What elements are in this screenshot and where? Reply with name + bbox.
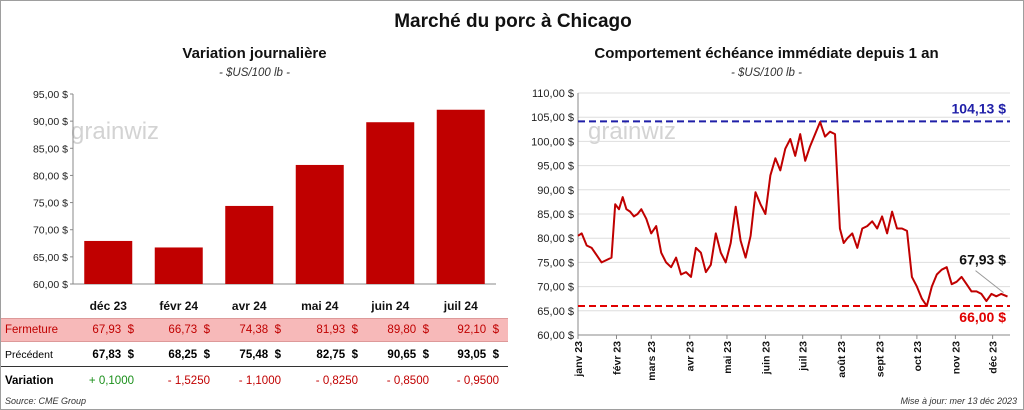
table-cell: 90,65 $ [387,349,429,361]
table-cell: 75,48 $ [239,349,281,361]
table-cell: 93,05 $ [457,349,499,361]
x-tick-label: sept 23 [875,341,887,377]
x-tick-label: janv 23 [573,341,585,378]
bar [84,240,133,284]
annotation-leader [975,270,1004,294]
y-tick-label: 85,00 $ [537,209,574,221]
y-tick-label: 85,00 $ [33,143,68,155]
table-cell: - 1,1000 [238,375,281,387]
table-cell: + 0,1000 [88,375,134,387]
bar [366,122,415,284]
y-tick-label: 75,00 $ [33,198,68,210]
y-tick-label: 95,00 $ [33,89,68,101]
table-row: Précédent 67,83 $ 68,25 $ 75,48 $ 82,75 $ 90,… [1,344,508,367]
table-cell: 68,25 $ [168,349,210,361]
x-tick-label: juin 23 [760,341,772,375]
line-chart: grainwiz 60,00 $ 65,00 $ 70,00 $ 75,00 $ 80,… [531,88,1010,381]
bar-chart: grainwiz 60,00 $ 65,00 $ 70,00 $ 75,00 $ 80,… [33,89,496,313]
x-tick-label: févr 23 [611,341,623,375]
right-panel-subtitle: - $US/100 lb - [731,67,802,79]
bar [225,205,274,284]
table-cell: 67,93 $ [92,324,134,336]
right-panel-title: Comportement échéance immédiate depuis 1… [594,45,939,62]
x-tick-label: juil 24 [443,299,478,313]
x-tick-label: déc 23 [988,341,1000,374]
y-tick-label: 70,00 $ [33,225,68,237]
table-cell: 81,93 $ [316,324,358,336]
y-tick-label: 80,00 $ [33,170,68,182]
x-tick-label: août 23 [836,341,848,378]
y-tick-label: 70,00 $ [537,282,574,294]
update-note: Mise à jour: mer 13 déc 2023 [900,396,1017,406]
x-tick-label: mai 23 [722,341,734,374]
table-row: Fermeture 67,93 $ 66,73 $ 74,38 $ 81,93 $ 89,… [1,318,508,342]
table-cell: 82,75 $ [316,349,358,361]
x-tick-label: nov 23 [950,341,962,374]
y-tick-label: 100,00 $ [531,136,574,148]
row-label: Variation [5,375,54,387]
table-cell: - 0,9500 [456,375,499,387]
table-cell: - 0,8250 [315,375,358,387]
y-tick-label: 80,00 $ [537,233,574,245]
y-tick-label: 90,00 $ [33,116,68,128]
table-cell: 89,80 $ [387,324,429,336]
table-cell: 74,38 $ [239,324,281,336]
source-note: Source: CME Group [5,396,87,406]
y-tick-label: 65,00 $ [33,252,68,264]
y-tick-label: 65,00 $ [537,306,574,318]
y-tick-label: 95,00 $ [537,161,574,173]
x-tick-label: déc 23 [90,299,128,313]
y-tick-label: 60,00 $ [33,279,68,291]
y-tick-label: 110,00 $ [532,88,574,100]
annotation-high: 104,13 $ [952,100,1007,116]
bar [295,164,344,284]
futures-table: Fermeture 67,93 $ 66,73 $ 74,38 $ 81,93 $ 89,… [1,315,508,393]
row-label: Précédent [5,349,53,361]
y-tick-label: 60,00 $ [537,330,574,342]
annotation-low: 66,00 $ [959,309,1006,325]
y-tick-label: 90,00 $ [537,185,574,197]
row-label: Fermeture [5,324,59,336]
left-panel-title: Variation journalière [182,45,327,62]
table-cell: 67,83 $ [92,349,134,361]
x-tick-label: oct 23 [912,341,924,372]
table-cell: 92,10 $ [457,324,499,336]
x-tick-label: févr 24 [159,299,198,313]
x-tick-label: avr 23 [685,341,697,372]
watermark: grainwiz [71,118,159,145]
series-line [577,121,1008,307]
x-tick-label: mai 24 [301,299,339,313]
x-tick-label: juil 23 [798,341,810,372]
table-cell: 66,73 $ [168,324,210,336]
bar [436,109,485,284]
table-row: Variation + 0,1000 - 1,5250 - 1,1000 - 0,825… [1,370,508,392]
y-tick-label: 105,00 $ [531,112,574,124]
annotation-last: 67,93 $ [959,252,1006,268]
x-tick-label: mars 23 [646,341,658,381]
watermark: grainwiz [588,118,676,145]
x-tick-label: avr 24 [232,299,267,313]
left-panel-subtitle: - $US/100 lb - [219,67,290,79]
table-cell: - 1,5250 [167,375,210,387]
x-tick-label: juin 24 [370,299,409,313]
page-title: Marché du porc à Chicago [394,11,632,32]
y-tick-label: 75,00 $ [537,257,574,269]
table-cell: - 0,8500 [386,375,429,387]
bar [154,247,203,284]
